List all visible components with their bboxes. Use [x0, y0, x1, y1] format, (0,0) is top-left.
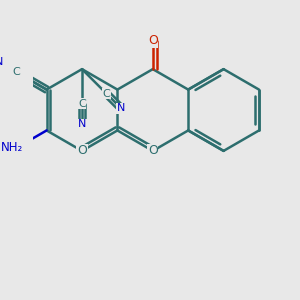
Text: NH₂: NH₂ [1, 141, 23, 154]
Text: N: N [117, 103, 125, 113]
Text: N: N [0, 57, 3, 67]
Text: N: N [78, 119, 86, 129]
Text: C: C [103, 89, 110, 99]
Text: C: C [13, 67, 20, 77]
Text: O: O [77, 144, 87, 158]
Text: O: O [148, 144, 158, 158]
Text: C: C [78, 99, 86, 109]
Text: O: O [148, 34, 158, 47]
